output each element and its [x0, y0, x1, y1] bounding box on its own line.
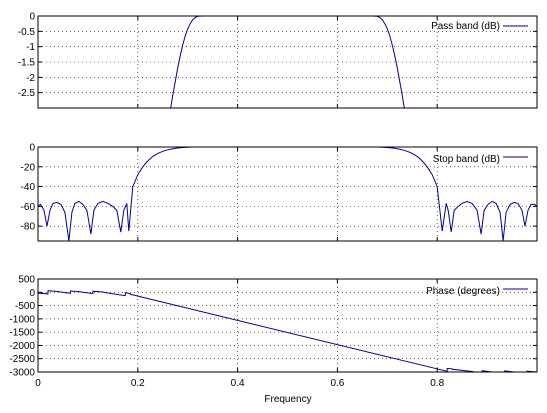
stopband-legend-label: Stop band (dB) — [433, 154, 500, 165]
passband-legend-label: Pass band (dB) — [431, 21, 500, 32]
x-axis-title: Frequency — [264, 394, 311, 405]
phase-ytick-label: -1500 — [9, 328, 35, 339]
phase-ytick-label: -2000 — [9, 341, 35, 352]
phase-ytick-label: -1000 — [9, 314, 35, 325]
passband-ytick-label: -1.5 — [18, 58, 36, 69]
phase-ytick-label: -3000 — [9, 368, 35, 379]
stopband-ytick-label: -20 — [21, 162, 36, 173]
passband-ytick-label: -1 — [26, 42, 35, 53]
phase-xtick-label: 0.8 — [430, 378, 444, 389]
passband-ytick-label: 0 — [29, 12, 35, 23]
passband-plot: 0 -0.5 -1 -1.5 -2 -2.5 Pass band (dB) — [18, 12, 538, 109]
stopband-ytick-label: -80 — [21, 222, 36, 233]
passband-ytick-label: -2.5 — [18, 88, 36, 99]
stopband-plot: 0 -20 -40 -60 -80 Stop band (dB) — [21, 143, 538, 242]
phase-ytick-label: 0 — [29, 288, 35, 299]
phase-ytick-label: 500 — [18, 275, 35, 286]
phase-frame — [37, 278, 538, 373]
phase-ytick-label: -500 — [15, 301, 35, 312]
passband-ytick-label: -0.5 — [18, 27, 36, 38]
phase-xtick-label: 0.6 — [330, 378, 344, 389]
stopband-ytick-label: -60 — [21, 202, 36, 213]
passband-series-line — [170, 15, 405, 109]
phase-xtick-label: 0.2 — [131, 378, 145, 389]
phase-ytick-label: -2500 — [9, 354, 35, 365]
stopband-ytick-label: 0 — [29, 143, 35, 154]
phase-series-line — [37, 290, 538, 373]
stopband-ytick-label: -40 — [21, 182, 36, 193]
phase-xtick-label: 0 — [35, 378, 41, 389]
passband-ytick-label: -2 — [26, 73, 35, 84]
phase-legend-label: Phase (degrees) — [426, 286, 500, 297]
phase-xtick-label: 0.4 — [231, 378, 245, 389]
stopband-frame — [37, 146, 538, 242]
